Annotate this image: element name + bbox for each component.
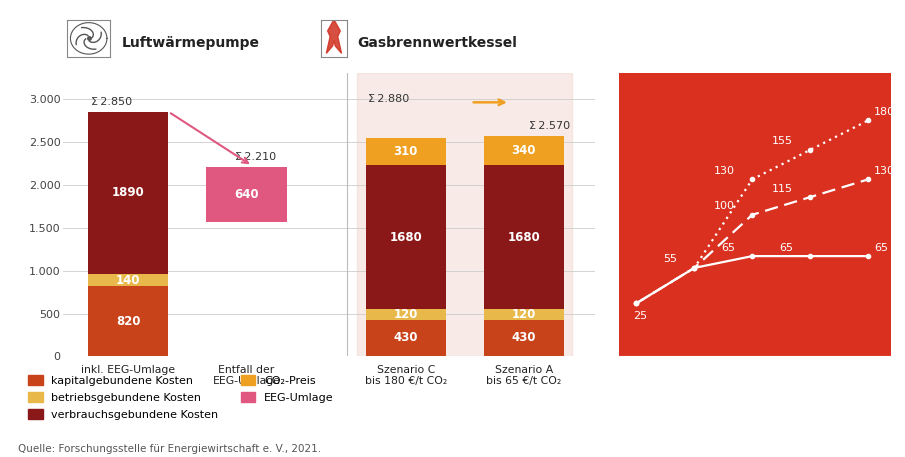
Text: 120: 120 (511, 308, 536, 321)
Text: Quelle: Forschungsstelle für Energiewirtschaft e. V., 2021.: Quelle: Forschungsstelle für Energiewirt… (18, 444, 321, 454)
Text: 430: 430 (511, 331, 536, 345)
Bar (366, 165, 446, 309)
Bar (366, 319, 446, 356)
Text: 25: 25 (633, 311, 647, 321)
Bar (206, 167, 287, 222)
Text: 180: 180 (874, 107, 895, 117)
Text: 820: 820 (116, 315, 140, 328)
Text: Gasbrennwertkessel: Gasbrennwertkessel (357, 37, 518, 50)
Text: 130: 130 (714, 166, 735, 176)
Bar (366, 309, 446, 319)
Text: Szenarien für den CO₂-Preis in €/Tonne: Szenarien für den CO₂-Preis in €/Tonne (619, 58, 839, 68)
Text: Σ 2.210: Σ 2.210 (234, 152, 276, 162)
Text: 1680: 1680 (389, 231, 423, 244)
Text: 65: 65 (779, 243, 793, 253)
Text: 1890: 1890 (112, 186, 145, 199)
Bar (88, 286, 168, 356)
Text: 115: 115 (772, 184, 793, 194)
Text: 310: 310 (394, 145, 418, 158)
Bar (357, 73, 572, 356)
Bar (484, 165, 564, 309)
Text: 55: 55 (662, 255, 677, 264)
Text: 155: 155 (772, 136, 793, 146)
Bar (88, 112, 168, 274)
Text: 65: 65 (874, 243, 888, 253)
Text: 65: 65 (721, 243, 735, 253)
Text: 430: 430 (394, 331, 418, 345)
Text: 1680: 1680 (508, 231, 540, 244)
Text: 120: 120 (394, 308, 418, 321)
Bar (484, 319, 564, 356)
Text: 130: 130 (874, 166, 895, 176)
Text: 140: 140 (116, 274, 140, 287)
Text: Σ 2.850: Σ 2.850 (90, 97, 131, 107)
Text: 340: 340 (511, 144, 536, 157)
Text: Σ 2.880: Σ 2.880 (368, 95, 409, 105)
Bar (366, 138, 446, 165)
Bar (484, 309, 564, 319)
Legend: kapitalgebundene Kosten, betriebsgebundene Kosten, verbrauchsgebundene Kosten, C: kapitalgebundene Kosten, betriebsgebunde… (24, 371, 338, 424)
Text: Luftwärmepumpe: Luftwärmepumpe (122, 37, 260, 50)
Text: 640: 640 (234, 188, 259, 201)
Bar (88, 274, 168, 286)
Legend: A, B, C: A, B, C (619, 411, 783, 430)
Text: Σ 2.570: Σ 2.570 (529, 121, 570, 131)
Polygon shape (327, 20, 341, 53)
Text: 100: 100 (714, 201, 735, 211)
Bar (484, 136, 564, 165)
